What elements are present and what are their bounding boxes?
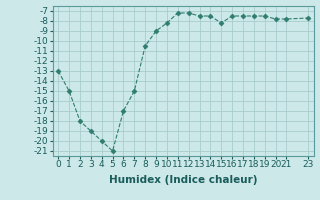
X-axis label: Humidex (Indice chaleur): Humidex (Indice chaleur) [109, 175, 258, 185]
